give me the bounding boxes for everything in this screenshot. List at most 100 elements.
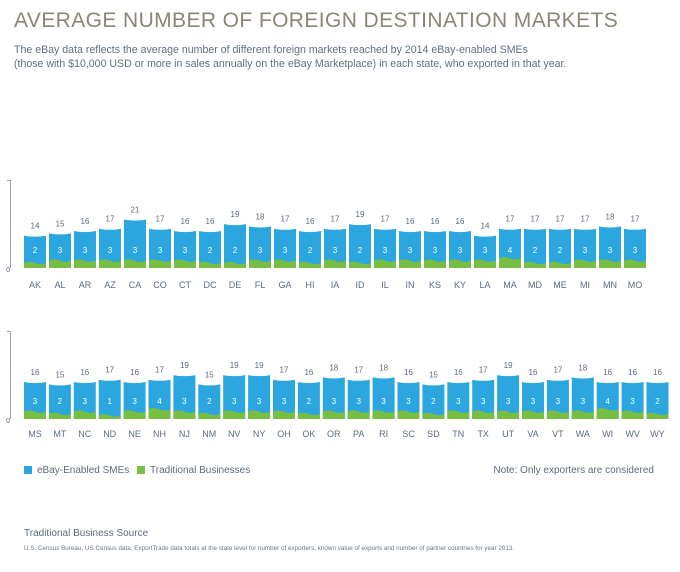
bar-ebay-ky	[449, 231, 471, 268]
exporters-note: Note: Only exporters are considered	[493, 465, 654, 476]
bar-traditional-vt	[546, 410, 569, 419]
category-label-pa: PA	[353, 429, 364, 439]
bar-ebay-or	[322, 377, 345, 419]
value-label-traditional-ny: 3	[257, 397, 262, 406]
bar-traditional-oh	[273, 410, 295, 419]
value-label-ebay-la: 14	[481, 222, 490, 231]
bar-traditional-mn	[599, 259, 621, 268]
bar-ebay-pa	[347, 379, 370, 419]
category-label-mt: MT	[53, 429, 66, 439]
bar-traditional-dc	[199, 261, 221, 268]
bar-ebay-ny	[248, 375, 271, 419]
bar-traditional-nc	[73, 410, 96, 419]
category-label-va: VA	[527, 429, 538, 439]
category-label-la: LA	[479, 280, 490, 290]
value-label-traditional-mn: 3	[608, 246, 613, 255]
value-label-traditional-ma: 4	[508, 246, 513, 255]
category-label-mi: MI	[580, 280, 590, 290]
bar-traditional-va	[522, 410, 544, 419]
legend-traditional: Traditional Businesses	[137, 465, 250, 476]
value-label-ebay-ga: 17	[281, 215, 290, 224]
value-label-ebay-ok: 16	[304, 368, 313, 377]
bar-traditional-al	[49, 259, 71, 268]
bar-traditional-ct	[174, 259, 196, 268]
value-label-traditional-ca: 3	[133, 246, 138, 255]
bar-ebay-ak	[24, 235, 46, 268]
bar-ebay-az	[99, 228, 121, 268]
bar-ebay-co	[149, 228, 171, 268]
bar-traditional-ar	[74, 259, 96, 268]
y-tick-label: 0	[6, 418, 10, 425]
bar-traditional-me	[549, 261, 571, 268]
category-label-id: ID	[356, 280, 366, 290]
value-label-traditional-nm: 2	[207, 397, 212, 406]
value-label-traditional-pa: 3	[356, 397, 361, 406]
value-label-ebay-ca: 21	[131, 205, 140, 214]
value-label-ebay-ia: 17	[331, 215, 340, 224]
value-label-traditional-tn: 3	[456, 397, 461, 406]
bar-traditional-id	[349, 261, 371, 268]
subtitle-line-1: The eBay data reflects the average numbe…	[14, 44, 528, 56]
bar-traditional-ri	[372, 410, 395, 419]
value-label-ebay-tx: 17	[479, 366, 488, 375]
value-label-traditional-nh: 4	[157, 397, 162, 406]
value-label-traditional-sd: 2	[431, 397, 436, 406]
bar-ebay-wv	[621, 382, 644, 419]
chart-title: AVERAGE NUMBER OF FOREIGN DESTINATION MA…	[14, 9, 619, 32]
bar-traditional-ky	[449, 259, 471, 268]
value-label-ebay-oh: 17	[280, 366, 289, 375]
value-label-traditional-va: 3	[531, 397, 536, 406]
value-label-ebay-az: 17	[106, 215, 115, 224]
category-label-mo: MO	[628, 280, 643, 290]
subtitle-line-2: (those with $10,000 USD or more in sales…	[14, 58, 567, 70]
category-label-nj: NJ	[179, 429, 190, 439]
value-label-traditional-nd: 1	[107, 397, 112, 406]
source-text: U.S. Census Bureau, US Census data, Expo…	[24, 545, 515, 552]
value-label-traditional-wi: 4	[605, 397, 610, 406]
bar-traditional-la	[474, 259, 496, 268]
bar-ebay-sd	[422, 384, 445, 419]
bar-traditional-co	[149, 259, 171, 268]
bar-ebay-hi	[299, 231, 321, 268]
bar-traditional-wy	[646, 412, 669, 419]
bar-traditional-ny	[248, 410, 271, 419]
value-label-ebay-ne: 16	[130, 368, 139, 377]
value-label-ebay-or: 18	[329, 363, 338, 372]
bar-ebay-va	[522, 382, 544, 419]
bar-ebay-ia	[324, 228, 346, 268]
value-label-ebay-wy: 16	[653, 368, 662, 377]
category-label-nv: NV	[228, 429, 241, 439]
value-label-traditional-fl: 3	[258, 246, 263, 255]
bar-traditional-ok	[297, 412, 320, 419]
bar-ebay-ms	[24, 382, 46, 419]
value-label-ebay-ma: 17	[506, 215, 515, 224]
value-label-traditional-ar: 3	[83, 246, 88, 255]
value-label-traditional-nc: 3	[83, 397, 88, 406]
value-label-traditional-de: 2	[233, 246, 238, 255]
bar-traditional-nm	[198, 412, 221, 419]
category-label-il: IL	[381, 280, 389, 290]
value-label-ebay-nv: 19	[230, 361, 239, 370]
category-label-tn: TN	[452, 429, 464, 439]
value-label-ebay-ut: 19	[504, 361, 513, 370]
category-label-fl: FL	[255, 280, 266, 290]
value-label-ebay-nm: 15	[205, 370, 214, 379]
bar-traditional-wa	[571, 410, 594, 419]
category-label-or: OR	[327, 429, 341, 439]
bar-traditional-tn	[447, 410, 470, 419]
legend-ebay-swatch	[24, 466, 32, 474]
value-label-traditional-me: 2	[558, 246, 563, 255]
source-title: Traditional Business Source	[24, 528, 149, 539]
value-label-ebay-wv: 16	[628, 368, 637, 377]
bar-ebay-tx	[472, 379, 495, 419]
bar-ebay-ga	[274, 228, 296, 268]
bar-ebay-wy	[646, 382, 669, 419]
value-label-ebay-ct: 16	[181, 217, 190, 226]
bar-traditional-fl	[249, 259, 271, 268]
value-label-ebay-id: 19	[356, 210, 365, 219]
category-label-vt: VT	[552, 429, 564, 439]
value-label-traditional-tx: 3	[481, 397, 486, 406]
bar-traditional-wv	[621, 410, 644, 419]
bar-traditional-ut	[497, 410, 520, 419]
bar-traditional-or	[322, 410, 345, 419]
